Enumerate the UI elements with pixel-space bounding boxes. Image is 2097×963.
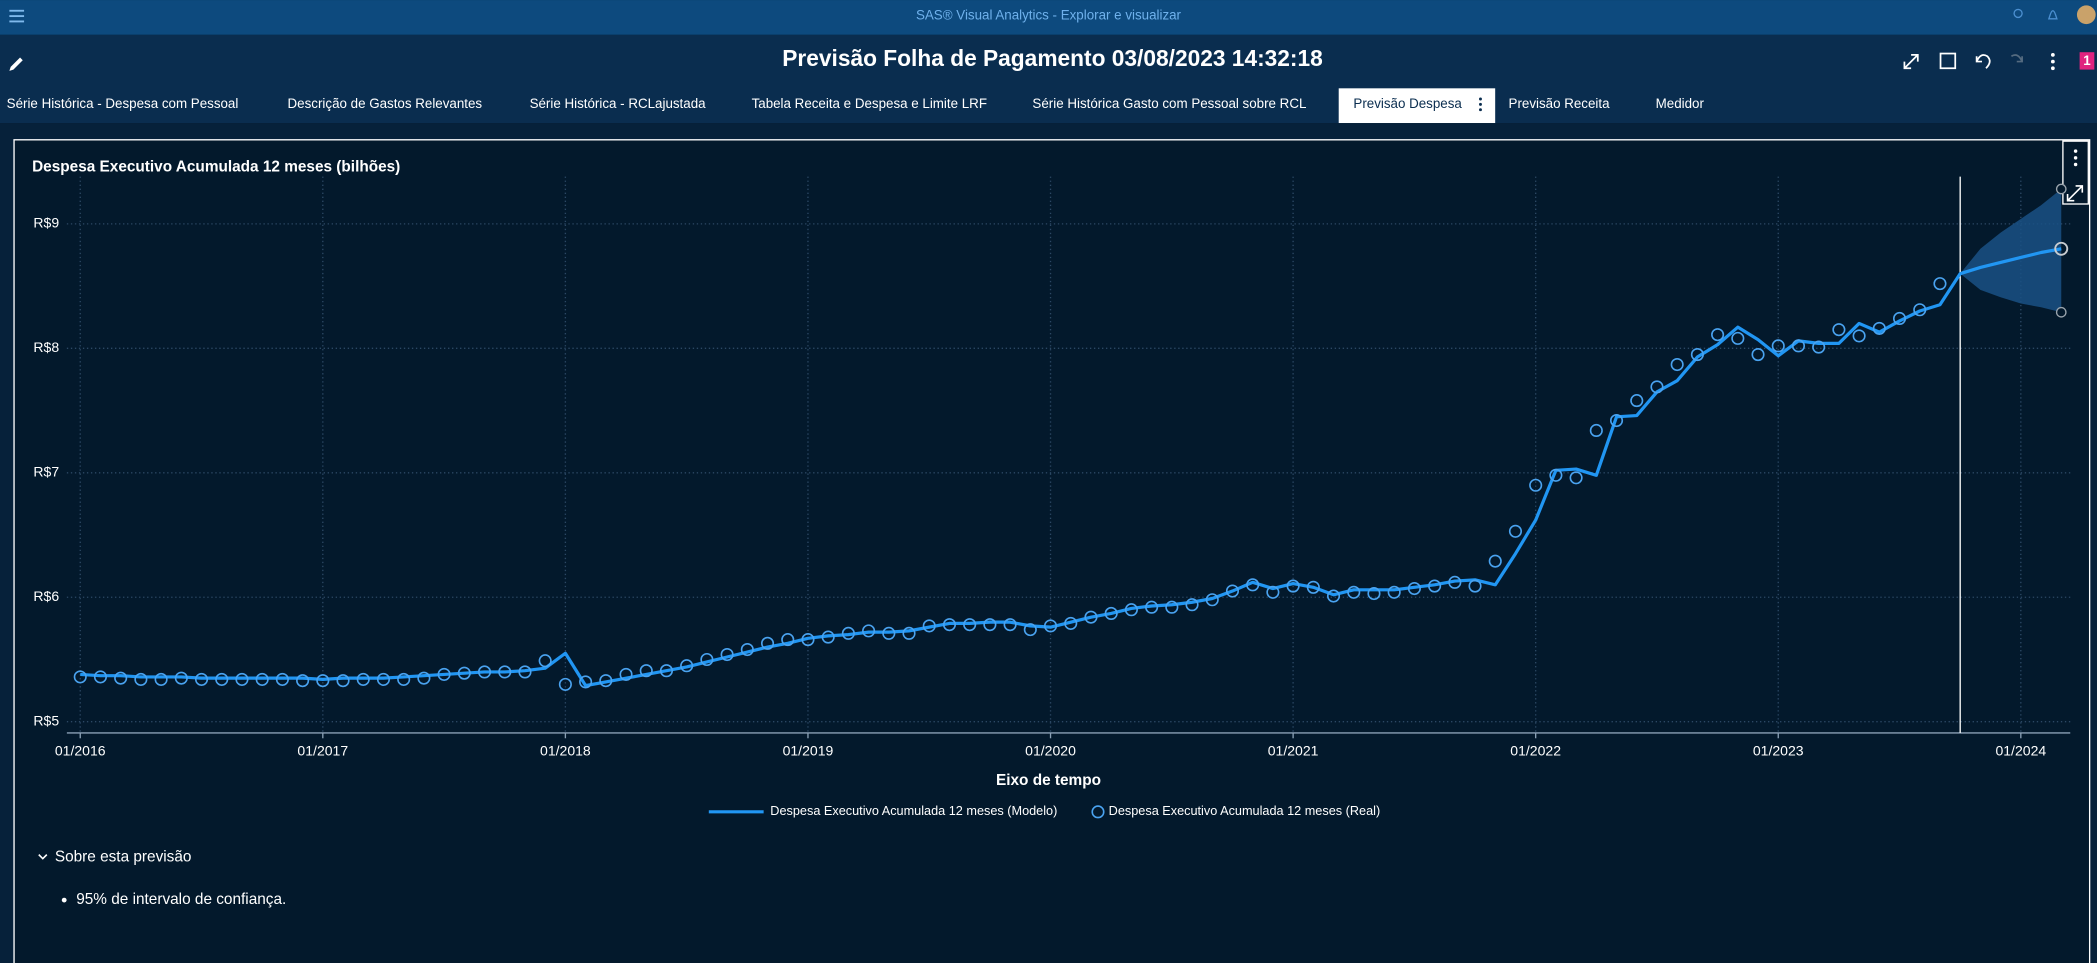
y-tick-label: R$8 [33,339,59,355]
tab[interactable]: Descrição de Gastos Relevantes [288,96,483,111]
legend: Despesa Executivo Acumulada 12 meses (Mo… [709,804,1380,818]
badge-count: 1 [2083,53,2091,68]
y-tick-label: R$6 [33,588,59,604]
chart-panel [14,140,2090,963]
tab[interactable]: Série Histórica Gasto com Pessoal sobre … [1032,96,1306,111]
x-axis-title: Eixo de tempo [996,772,1101,789]
band-end-marker [2057,308,2066,317]
x-tick-label: 01/2020 [1025,742,1076,758]
y-tick-label: R$7 [33,464,59,480]
tab-menu-dot [1479,108,1482,111]
x-tick-label: 01/2018 [540,742,591,758]
x-tick-label: 01/2024 [1995,742,2046,758]
tab[interactable]: Tabela Receita e Despesa e Limite LRF [752,96,987,111]
legend-label: Despesa Executivo Acumulada 12 meses (Re… [1109,804,1381,818]
chart-title: Despesa Executivo Acumulada 12 meses (bi… [32,158,400,175]
y-tick-label: R$5 [33,712,59,728]
more-icon[interactable] [2051,53,2055,70]
app-title: SAS® Visual Analytics - Explorar e visua… [916,8,1182,23]
x-tick-label: 01/2016 [55,742,106,758]
screen: SAS® Visual Analytics - Explorar e visua… [0,0,2097,963]
about-item: 95% de intervalo de confiança. [76,891,286,908]
report-title: Previsão Folha de Pagamento 03/08/2023 1… [782,45,1322,71]
legend-label: Despesa Executivo Acumulada 12 meses (Mo… [770,804,1057,818]
tab[interactable]: Série Histórica - Despesa com Pessoal [7,96,239,111]
about-toggle[interactable]: Sobre esta previsão [55,848,192,865]
page: { "app_bar": {"title": "SAS® Visual Anal… [0,0,2097,963]
user-avatar[interactable] [2077,5,2096,24]
tab[interactable]: Medidor [1656,96,1705,111]
bullet [62,898,67,903]
about-list: 95% de intervalo de confiança. [62,891,287,908]
tab-menu-dot [1479,103,1482,106]
band-end-marker [2057,184,2066,193]
tab-menu-dot [1479,98,1482,101]
x-tick-label: 01/2023 [1753,742,1804,758]
x-tick-label: 01/2022 [1510,742,1561,758]
panel-menu[interactable] [2074,149,2077,166]
x-tick-label: 01/2021 [1268,742,1319,758]
x-tick-label: 01/2019 [783,742,834,758]
tab[interactable]: Série Histórica - RCLajustada [530,96,707,111]
tab[interactable]: Previsão Receita [1509,96,1611,111]
x-tick-label: 01/2017 [297,742,348,758]
tab[interactable]: Previsão Despesa [1353,96,1462,111]
y-tick-label: R$9 [33,215,59,231]
